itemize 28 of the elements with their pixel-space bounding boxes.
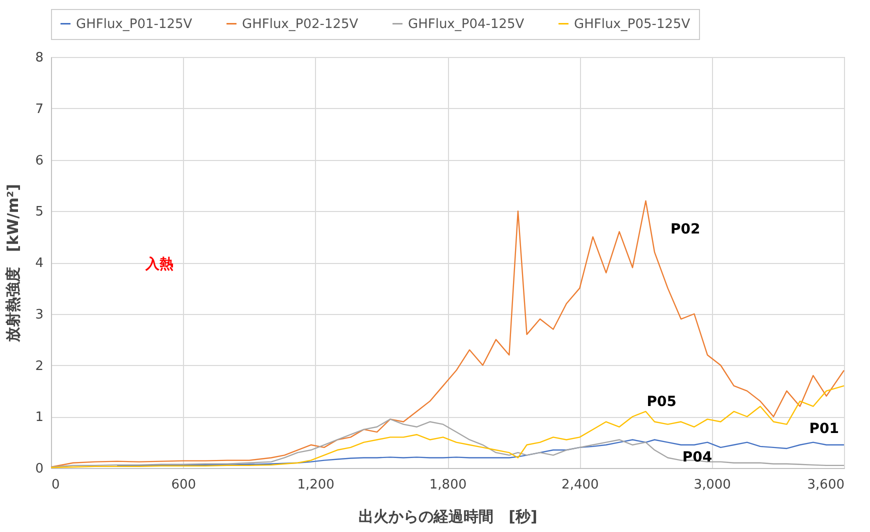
annotation: 入熱 (144, 256, 174, 273)
y-tick-label: 7 (35, 102, 44, 117)
annotation: P04 (682, 450, 712, 466)
y-tick-label: 2 (35, 358, 44, 374)
y-tick-label: 4 (35, 256, 44, 271)
x-axis-title: 出火からの経過時間 [秒] (358, 508, 538, 526)
legend-label: GHFlux_P01-125V (76, 16, 192, 32)
x-tick-label: 0 (52, 478, 60, 492)
x-tick-label: 600 (171, 478, 196, 492)
y-tick-label: 1 (35, 410, 44, 426)
annotation: P05 (646, 394, 676, 410)
y-tick-label: 0 (35, 462, 44, 476)
y-tick-label: 3 (35, 307, 44, 322)
x-tick-label: 3,000 (694, 478, 731, 492)
x-tick-label: 3,600 (807, 478, 844, 492)
y-tick-label: 6 (35, 153, 44, 168)
annotation: P01 (809, 420, 840, 437)
y-tick-label: 5 (35, 204, 44, 220)
y-tick-label: 8 (35, 50, 44, 66)
y-axis-title: 放射熱強度 [kW/m²] (4, 184, 22, 343)
legend-label: GHFlux_P02-125V (242, 16, 358, 32)
x-tick-label: 2,400 (562, 478, 599, 492)
annotation: P02 (670, 222, 700, 238)
legend-label: GHFlux_P05-125V (574, 16, 690, 32)
x-tick-label: 1,200 (297, 478, 334, 492)
x-tick-label: 1,800 (429, 478, 467, 492)
legend-label: GHFlux_P04-125V (408, 16, 524, 32)
line-series (116, 439, 845, 466)
